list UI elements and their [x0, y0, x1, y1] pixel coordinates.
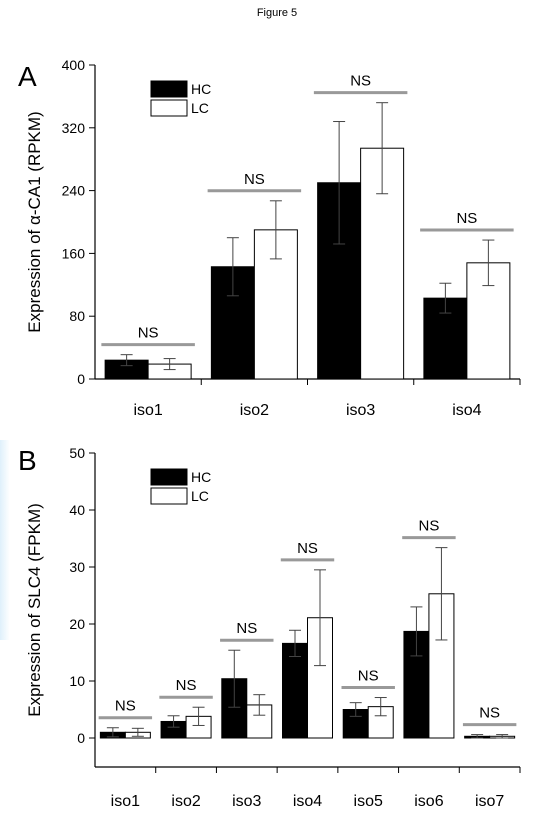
panel-b-ns-label: NS	[419, 518, 440, 535]
panel-b-ns-label: NS	[358, 668, 379, 685]
panel-a-x-tick-label: iso4	[452, 402, 481, 419]
panel-b-y-axis-label: Expression of SLC4 (FPKM)	[25, 503, 44, 717]
panel-a-x-tick-label: iso2	[240, 402, 269, 419]
panel-b-y-tick-label: 40	[69, 502, 85, 518]
panel-b-y-tick-label: 0	[77, 730, 85, 746]
panel-a-letter: A	[18, 61, 37, 92]
panel-a-x-tick-label: iso3	[346, 402, 375, 419]
panel-a-y-axis-label: Expression of α-CA1 (RPKM)	[25, 111, 44, 332]
panel-b-x-tick-label: iso6	[414, 793, 443, 810]
panel-b-x-tick-label: iso4	[293, 793, 322, 810]
panel-b-ns-label: NS	[176, 677, 197, 694]
panel-b-x-tick-label: iso2	[171, 793, 200, 810]
panel-b-legend-label-hc: HC	[191, 469, 211, 485]
panel-a-legend-swatch-lc	[150, 99, 188, 117]
panel-a-y-tick-label: 320	[62, 120, 86, 136]
panel-a-y-tick-label: 0	[77, 371, 85, 387]
panel-b-x-tick-label: iso3	[232, 793, 261, 810]
panel-a-y-tick-label: 160	[62, 245, 86, 261]
figure-title: Figure 5	[256, 7, 298, 19]
panel-b-ns-label: NS	[115, 698, 136, 715]
panel-b-ns-label: NS	[479, 705, 500, 722]
panel-b-legend-swatch-lc	[150, 487, 188, 505]
panel-a-legend-swatch-hc	[150, 80, 188, 98]
panel-a-y-tick-label: 240	[62, 183, 86, 199]
panel-b-y-tick-label: 10	[69, 673, 85, 689]
panel-a-legend-label-lc: LC	[191, 100, 209, 116]
panel-b-ns-label: NS	[297, 540, 318, 557]
panel-a-ns-label: NS	[244, 171, 265, 188]
panel-b-x-tick-label: iso1	[111, 793, 140, 810]
panel-a-y-tick-label: 80	[69, 308, 85, 324]
panel-b-legend-swatch-hc	[150, 468, 188, 486]
panel-b-bar-hc	[282, 642, 308, 739]
panel-a-ns-label: NS	[456, 210, 477, 227]
panel-a-ns-label: NS	[138, 325, 159, 342]
panel-b-letter: B	[18, 445, 37, 476]
panel-b-ns-label: NS	[236, 620, 257, 637]
panel-b-x-tick-label: iso7	[475, 793, 504, 810]
page-edge-watermark	[0, 440, 10, 640]
panel-a-legend-label-hc: HC	[191, 81, 211, 97]
panel-a-x-tick-label: iso1	[133, 402, 162, 419]
panel-b-y-tick-label: 20	[69, 616, 85, 632]
panel-b-y-tick-label: 30	[69, 559, 85, 575]
panel-a-ns-label: NS	[350, 73, 371, 90]
panel-b-y-tick-label: 50	[69, 445, 85, 461]
panel-b-legend-label-lc: LC	[191, 488, 209, 504]
panel-b-x-tick-label: iso5	[354, 793, 383, 810]
panel-a-y-tick-label: 400	[62, 57, 86, 73]
